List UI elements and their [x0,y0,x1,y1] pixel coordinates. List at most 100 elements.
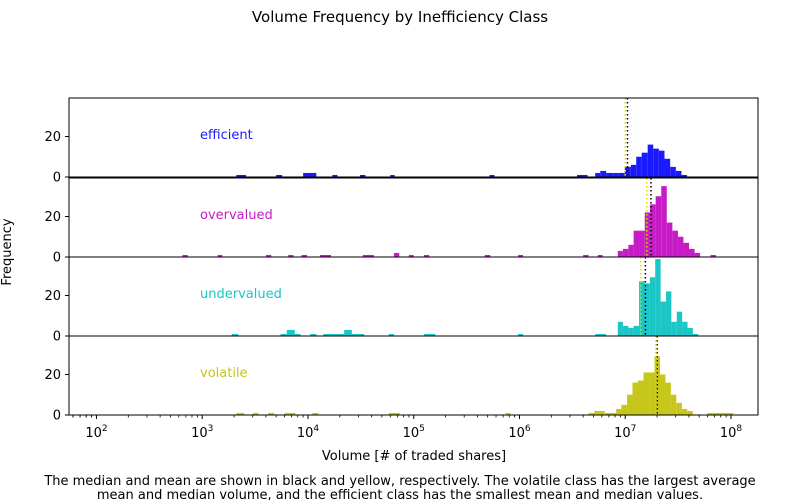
volatile-bar-21 [676,402,682,415]
undervalued-bar-26 [692,333,699,336]
volatile-ytick-label-0: 0 [53,409,61,424]
panels-group: efficient020overvalued020undervalued020v… [44,97,759,424]
volatile-bar-12 [627,394,633,415]
xtick-label-100000000: 108 [720,424,743,441]
efficient-bar-6 [489,174,495,177]
volatile-bar-2 [268,412,275,415]
undervalued-bar-13 [622,325,629,336]
overvalued-bar-9 [423,254,430,257]
undervalued-bar-10 [518,333,524,336]
efficient-bar-5 [390,174,395,177]
overvalued-bar-6 [362,254,374,257]
x-axis: 102 103 104 105 106 107 108 [72,415,743,441]
efficient-bar-14 [630,164,637,177]
overvalued-bar-18 [639,230,645,257]
overvalued-bar-0 [182,254,188,257]
efficient-bar-7 [577,174,588,177]
undervalued-bar-18 [649,277,656,336]
volatile-bar-3 [284,412,296,415]
efficient-bar-3 [332,174,338,177]
undervalued-bar-3 [294,333,301,336]
overvalued-bar-8 [408,254,414,257]
panel-overvalued: overvalued 0 20 [44,177,759,266]
undervalued-ytick-label-20: 20 [44,289,61,304]
volatile-bar-7 [588,412,595,415]
overvalued-bar-5 [320,254,331,257]
undervalued-bar-20 [660,301,667,336]
overvalued-ytick-label-0: 0 [53,251,61,266]
efficient-bar-10 [606,172,614,177]
volatile-bar-0 [236,412,245,415]
volatile-bar-24 [707,412,734,415]
overvalued-bar-24 [672,230,678,257]
xtick-label-1000000: 106 [508,424,531,441]
undervalued-bar-23 [676,311,683,336]
efficient-bar-2 [303,172,317,177]
undervalued-bar-17 [644,283,650,336]
volatile-bar-5 [388,412,400,415]
overvalued-bar-4 [301,254,308,257]
volatile-panel-label: volatile [200,366,248,381]
volatile-bar-8 [594,410,605,415]
efficient-panel-frame [68,97,759,178]
undervalued-bar-22 [671,321,677,336]
efficient-bar-4 [359,174,366,177]
efficient-bar-21 [670,166,676,177]
volatile-bar-4 [312,412,319,415]
overvalued-bar-20 [650,204,656,257]
undervalued-bar-16 [639,281,645,336]
volatile-bar-18 [659,374,666,415]
efficient-bar-17 [647,144,654,177]
overvalued-panel-label: overvalued [200,208,273,223]
undervalued-bar-4 [310,333,317,336]
panel-volatile: volatile 0 20 [44,335,759,424]
overvalued-bar-21 [655,196,662,257]
efficient-bar-13 [624,166,631,177]
volatile-ytick-label-20: 20 [44,368,61,383]
undervalued-bar-24 [682,321,688,336]
efficient-bar-12 [618,172,625,177]
xtick-label-10000: 104 [297,424,320,441]
volatile-bar-10 [616,408,622,415]
volatile-bar-15 [643,372,650,415]
undervalued-bar-7 [351,333,365,336]
overvalued-bar-22 [661,186,667,257]
overvalued-bar-16 [628,244,634,257]
efficient-bar-23 [681,174,688,177]
efficient-ytick-label-20: 20 [44,130,61,145]
undervalued-ytick-label-0: 0 [53,330,61,345]
efficient-panel-label: efficient [200,128,253,143]
volatile-bar-9 [604,412,617,415]
xtick-label-100000: 105 [403,424,425,441]
overvalued-bar-27 [689,248,695,257]
volatile-bar-13 [632,382,638,415]
overvalued-bar-10 [484,254,491,257]
undervalued-bar-14 [628,327,634,336]
volatile-bar-11 [621,404,628,415]
panel-efficient: efficient 0 20 [44,97,759,186]
xtick-label-100: 102 [85,424,107,441]
efficient-bar-19 [658,150,665,177]
overvalued-bar-11 [518,254,524,257]
volatile-bar-20 [670,394,677,415]
y-axis-label: Frequency [0,218,15,285]
efficient-ytick-label-0: 0 [53,171,61,186]
efficient-bar-16 [641,152,648,177]
overvalued-ytick-label-20: 20 [44,210,61,225]
undervalued-bar-6 [344,329,352,336]
efficient-bar-1 [276,174,283,177]
efficient-bar-15 [636,156,642,177]
volatile-bar-17 [654,356,660,415]
xtick-label-10000000: 107 [614,424,636,441]
undervalued-bar-5 [323,333,345,336]
volatile-bar-6 [505,412,511,415]
overvalued-bar-28 [694,252,701,257]
volatile-bar-1 [252,412,259,415]
caption-line-2: mean and median volume, and the efficien… [97,488,703,500]
x-axis-label: Volume [# of traded shares] [322,449,506,464]
undervalued-bar-19 [655,259,661,336]
overvalued-bar-1 [217,254,223,257]
overvalued-bar-23 [666,222,673,257]
overvalued-bar-29 [710,254,716,257]
